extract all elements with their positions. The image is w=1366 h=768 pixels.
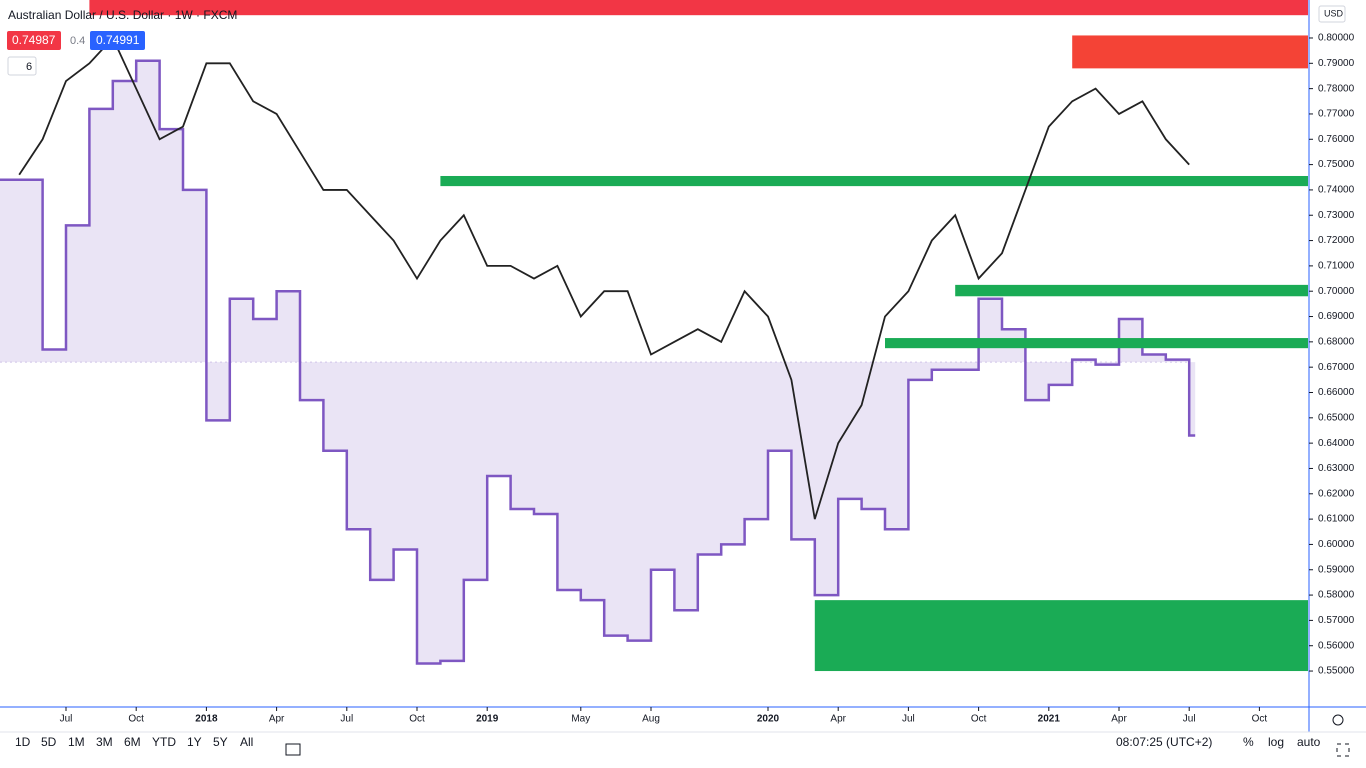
x-tick-label: 2020 xyxy=(757,714,780,725)
y-tick-label: 0.64000 xyxy=(1318,438,1355,449)
x-tick-label: Apr xyxy=(269,714,285,725)
y-tick-label: 0.74000 xyxy=(1318,185,1355,196)
y-tick-label: 0.65000 xyxy=(1318,412,1355,423)
zone xyxy=(89,0,1308,16)
y-tick-label: 0.60000 xyxy=(1318,539,1355,550)
y-tick-label: 0.71000 xyxy=(1318,261,1355,272)
indicator-toggle[interactable] xyxy=(7,56,37,76)
range-button[interactable]: All xyxy=(240,735,254,749)
y-tick-label: 0.66000 xyxy=(1318,387,1355,398)
indicator-count[interactable]: 6 xyxy=(26,61,32,73)
auto-button[interactable]: auto xyxy=(1297,735,1321,749)
x-tick-label: Apr xyxy=(830,714,846,725)
x-tick-label: Aug xyxy=(642,714,660,725)
spread: 0.4 xyxy=(70,35,85,47)
y-tick-label: 0.69000 xyxy=(1318,311,1355,322)
y-tick-label: 0.61000 xyxy=(1318,514,1355,525)
x-tick-label: May xyxy=(571,714,590,725)
range-button[interactable]: 1D xyxy=(15,735,31,749)
y-tick-label: 0.77000 xyxy=(1318,109,1355,120)
symbol-title: Australian Dollar / U.S. Dollar · 1W · F… xyxy=(8,8,237,22)
x-tick-label: 2021 xyxy=(1038,714,1061,725)
bid[interactable]: 0.74987 xyxy=(12,33,56,47)
x-tick-label: Jul xyxy=(1183,714,1196,725)
y-tick-label: 0.59000 xyxy=(1318,564,1355,575)
zone xyxy=(440,175,1308,187)
oscillator-line xyxy=(0,59,1196,665)
y-tick-label: 0.76000 xyxy=(1318,134,1355,145)
x-tick-label: Jul xyxy=(340,714,353,725)
x-tick-label: Oct xyxy=(971,714,987,725)
y-tick-label: 0.78000 xyxy=(1318,83,1355,94)
y-tick-label: 0.79000 xyxy=(1318,58,1355,69)
bid-box[interactable] xyxy=(7,31,61,50)
currency[interactable]: USD xyxy=(1324,8,1344,18)
fullscreen-icon[interactable] xyxy=(1336,743,1350,757)
range-button[interactable]: YTD xyxy=(152,735,176,749)
zone xyxy=(885,338,1308,349)
range-button[interactable]: 5D xyxy=(41,735,57,749)
y-tick-label: 0.57000 xyxy=(1318,615,1355,626)
y-tick-label: 0.72000 xyxy=(1318,235,1355,246)
x-tick-label: Oct xyxy=(128,714,144,725)
y-tick-label: 0.55000 xyxy=(1318,666,1355,677)
ask-box[interactable] xyxy=(90,31,145,50)
ask[interactable]: 0.74991 xyxy=(96,33,140,47)
oscillator-area xyxy=(0,60,1196,664)
percent-button[interactable]: % xyxy=(1243,735,1254,749)
range-button[interactable]: 1Y xyxy=(187,735,202,749)
y-tick-label: 0.75000 xyxy=(1318,159,1355,170)
x-tick-label: Apr xyxy=(1111,714,1127,725)
y-tick-label: 0.68000 xyxy=(1318,336,1355,347)
x-tick-label: Oct xyxy=(409,714,425,725)
settings-icon[interactable] xyxy=(1332,714,1344,726)
x-tick-label: Jul xyxy=(60,714,73,725)
y-tick-label: 0.58000 xyxy=(1318,590,1355,601)
clock: 08:07:25 (UTC+2) xyxy=(1116,735,1213,749)
log-button[interactable]: log xyxy=(1268,735,1285,749)
x-tick-label: 2018 xyxy=(195,714,218,725)
range-button[interactable]: 6M xyxy=(124,735,141,749)
range-button[interactable]: 5Y xyxy=(213,735,228,749)
y-tick-label: 0.62000 xyxy=(1318,488,1355,499)
x-tick-label: Oct xyxy=(1252,714,1268,725)
y-tick-label: 0.56000 xyxy=(1318,640,1355,651)
y-tick-label: 0.73000 xyxy=(1318,210,1355,221)
currency-box[interactable] xyxy=(1318,5,1346,23)
price-line xyxy=(18,36,1190,520)
range-button[interactable]: 1M xyxy=(68,735,85,749)
goto-icon[interactable] xyxy=(285,743,301,756)
y-tick-label: 0.80000 xyxy=(1318,33,1355,44)
plot xyxy=(0,0,1308,672)
zone xyxy=(1072,35,1308,69)
x-tick-label: Jul xyxy=(902,714,915,725)
zone xyxy=(814,600,1308,672)
y-tick-label: 0.67000 xyxy=(1318,362,1355,373)
x-tick-label: 2019 xyxy=(476,714,499,725)
y-tick-label: 0.70000 xyxy=(1318,286,1355,297)
zone xyxy=(955,284,1308,297)
y-tick-label: 0.63000 xyxy=(1318,463,1355,474)
range-button[interactable]: 3M xyxy=(96,735,113,749)
